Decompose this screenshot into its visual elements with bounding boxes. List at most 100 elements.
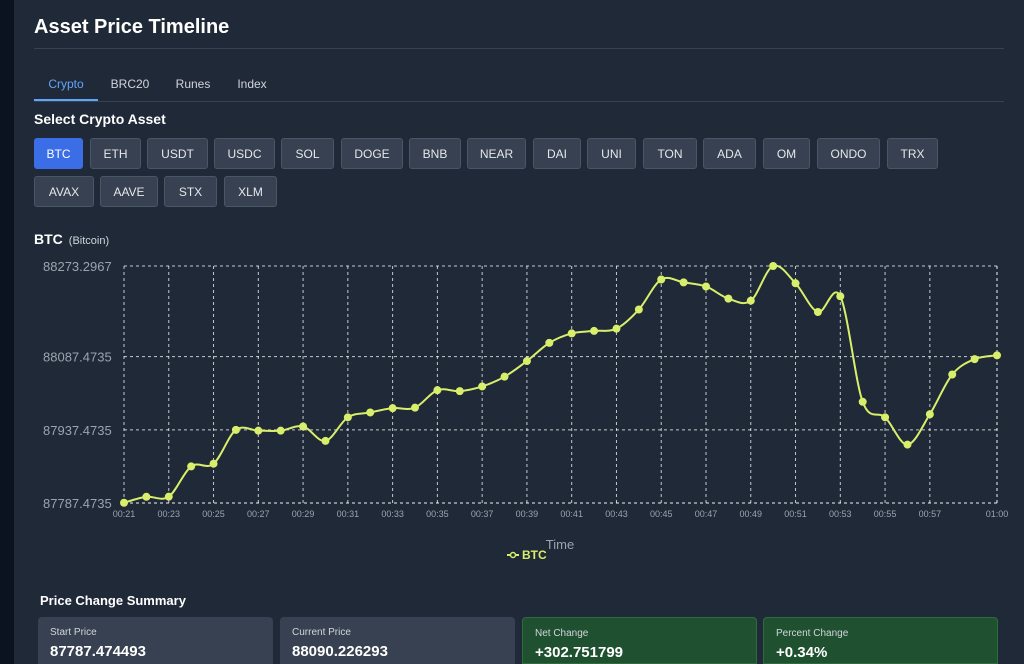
- btc-data-point: [948, 370, 957, 379]
- tab-brc20[interactable]: BRC20: [110, 77, 150, 91]
- x-tick-label: 00:21: [113, 509, 136, 519]
- y-tick-label: 88273.2967: [43, 259, 112, 274]
- tab-crypto[interactable]: Crypto: [34, 68, 98, 101]
- x-tick-label: 00:43: [605, 509, 628, 519]
- btc-data-point: [724, 294, 733, 303]
- asset-button-eth[interactable]: ETH: [90, 138, 141, 169]
- asset-button-usdt[interactable]: USDT: [147, 138, 208, 169]
- legend-marker: [509, 551, 517, 559]
- btc-data-point: [276, 426, 285, 435]
- asset-button-ada[interactable]: ADA: [703, 138, 756, 169]
- window-edge: [0, 0, 14, 664]
- x-tick-label: 00:51: [784, 509, 807, 519]
- asset-button-bnb[interactable]: BNB: [409, 138, 461, 169]
- asset-button-stx[interactable]: STX: [164, 176, 217, 207]
- percent-change-label: Percent Change: [776, 628, 849, 639]
- asset-button-near[interactable]: NEAR: [467, 138, 526, 169]
- btc-data-point: [522, 357, 531, 366]
- btc-data-point: [164, 492, 173, 501]
- percent-change-value: +0.34%: [776, 644, 828, 661]
- x-tick-label: 00:49: [740, 509, 763, 519]
- btc-data-point: [657, 275, 666, 284]
- y-tick-label: 87787.4735: [43, 496, 112, 511]
- x-tick-label: 00:27: [247, 509, 270, 519]
- asset-button-xlm[interactable]: XLM: [224, 176, 277, 207]
- btc-data-point: [366, 408, 375, 417]
- main-panel: Asset Price Timeline Crypto BRC20 Runes …: [14, 0, 1024, 664]
- asset-button-uni[interactable]: UNI: [587, 138, 636, 169]
- chart-heading: BTC (Bitcoin): [34, 231, 109, 247]
- x-tick-label: 00:47: [695, 509, 718, 519]
- asset-button-usdc[interactable]: USDC: [214, 138, 275, 169]
- asset-button-dai[interactable]: DAI: [533, 138, 581, 169]
- btc-data-point: [120, 498, 128, 507]
- btc-data-point: [746, 296, 755, 305]
- btc-data-point: [925, 410, 934, 419]
- chart-asset-name: (Bitcoin): [68, 235, 110, 247]
- btc-data-point: [634, 305, 643, 314]
- asset-button-aave[interactable]: AAVE: [100, 176, 158, 207]
- x-tick-label: 00:41: [560, 509, 583, 519]
- asset-button-sol[interactable]: SOL: [281, 138, 334, 169]
- x-tick-label: 00:33: [381, 509, 404, 519]
- btc-series-line: [123, 264, 998, 504]
- start-price-value: 87787.474493: [50, 643, 146, 660]
- btc-data-point: [836, 292, 845, 301]
- btc-data-point: [903, 440, 912, 449]
- asset-button-btc[interactable]: BTC: [34, 138, 83, 169]
- current-price-card: Current Price 88090.226293: [280, 617, 515, 664]
- legend-label: BTC: [522, 548, 547, 562]
- tab-runes[interactable]: Runes: [175, 77, 211, 91]
- x-tick-label: 00:23: [158, 509, 181, 519]
- current-price-label: Current Price: [292, 627, 351, 638]
- x-tick-label: 00:31: [337, 509, 360, 519]
- btc-data-point: [881, 413, 890, 422]
- x-tick-label: 00:57: [919, 509, 942, 519]
- btc-data-point: [209, 459, 218, 468]
- y-tick-label: 87937.4735: [43, 423, 112, 438]
- btc-data-point: [343, 413, 352, 422]
- btc-data-point: [813, 308, 822, 317]
- tab-index[interactable]: Index: [237, 77, 267, 91]
- btc-data-point: [478, 382, 487, 391]
- x-tick-label: 00:39: [516, 509, 539, 519]
- btc-data-point: [299, 422, 308, 431]
- asset-button-doge[interactable]: DOGE: [341, 138, 403, 169]
- btc-data-point: [545, 338, 554, 347]
- asset-button-trx[interactable]: TRX: [887, 138, 938, 169]
- btc-data-point: [679, 278, 688, 287]
- asset-button-ondo[interactable]: ONDO: [817, 138, 880, 169]
- x-tick-label: 00:25: [202, 509, 225, 519]
- btc-data-point: [455, 387, 464, 396]
- net-change-label: Net Change: [535, 628, 589, 639]
- btc-data-point: [858, 397, 867, 406]
- btc-data-point: [970, 355, 979, 364]
- x-tick-label: 00:55: [874, 509, 897, 519]
- btc-data-point: [567, 329, 576, 338]
- btc-data-point: [612, 324, 621, 333]
- asset-button-avax[interactable]: AVAX: [34, 176, 94, 207]
- category-tabs: Crypto BRC20 Runes Index: [34, 68, 1004, 102]
- price-line-chart: 00:21 00:23 00:25 00:27 00:29 00:31 00:33 00:35…: [43, 259, 1009, 562]
- chart-symbol: BTC: [34, 231, 63, 247]
- asset-button-om[interactable]: OM: [763, 138, 810, 169]
- btc-data-point: [142, 492, 151, 501]
- page-title: Asset Price Timeline: [34, 16, 230, 38]
- btc-data-point: [769, 261, 778, 270]
- x-tick-label: 00:35: [426, 509, 449, 519]
- start-price-card: Start Price 87787.474493: [38, 617, 273, 664]
- x-tick-label: 00:53: [829, 509, 852, 519]
- btc-data-point: [321, 436, 330, 445]
- x-tick-label: 01:00: [986, 509, 1009, 519]
- asset-button-ton[interactable]: TON: [643, 138, 697, 169]
- title-divider: [34, 48, 1004, 49]
- btc-data-point: [791, 279, 800, 288]
- btc-data-point: [231, 425, 240, 434]
- btc-data-point: [187, 462, 196, 471]
- asset-selector-label: Select Crypto Asset: [34, 111, 166, 127]
- btc-data-point: [500, 372, 509, 381]
- btc-data-point: [388, 404, 397, 413]
- btc-data-point: [590, 326, 599, 335]
- start-price-label: Start Price: [50, 627, 97, 638]
- btc-data-point: [433, 386, 442, 395]
